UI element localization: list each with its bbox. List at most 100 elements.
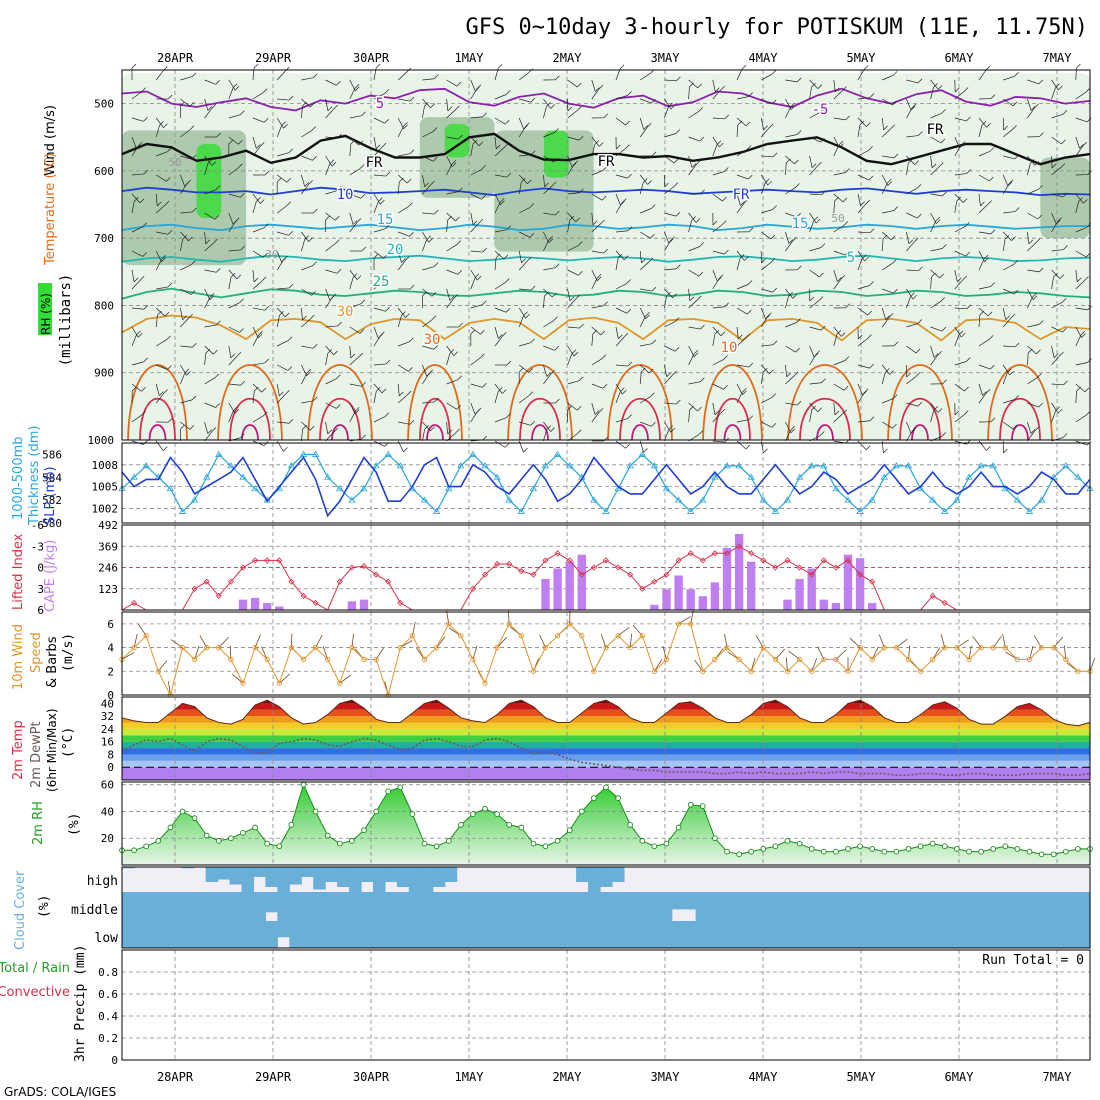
wind-barb (373, 136, 377, 149)
wind-barb-flag (381, 142, 387, 148)
wind-barb-flag (990, 94, 996, 99)
wind-barb (446, 244, 457, 252)
thickness-point (880, 473, 889, 480)
wind-barb-flag (673, 158, 679, 164)
wind-barb (543, 421, 551, 432)
wind-barb (978, 150, 991, 157)
li-point (373, 571, 380, 578)
wind-barb-flag (957, 277, 962, 282)
li-point (687, 550, 694, 557)
temperature-tick-label: 16 (101, 736, 114, 749)
wind-barb (1051, 136, 1062, 145)
wind-barb (833, 326, 842, 337)
wind-barb (470, 383, 483, 388)
wind-barb (1075, 362, 1088, 366)
wind-barb-flag (844, 356, 850, 361)
wind-barb (857, 174, 870, 181)
cloud-bar (133, 921, 147, 948)
cape-bar (783, 599, 792, 610)
cloud-bar (253, 867, 267, 877)
wind-barb-flag (403, 124, 408, 129)
cape-bar (855, 558, 865, 610)
wind-barb-flag (457, 270, 463, 275)
wind-barb (785, 375, 795, 385)
wind-barb (785, 79, 798, 83)
date-tick-label: 29APR (255, 51, 292, 65)
wind-barb-flag (191, 72, 197, 77)
li-point (288, 578, 295, 585)
wind-barb (978, 307, 989, 317)
wind-barb-flag (691, 163, 697, 168)
wind-barb (882, 98, 893, 106)
wind-barb-flag (554, 346, 559, 351)
wind-barb (228, 345, 232, 358)
wind-barb (591, 358, 603, 366)
li-point (264, 557, 271, 564)
wind-barb-flag (409, 337, 414, 342)
cloud-bar (922, 921, 936, 948)
rh-contour-label: 50 (168, 156, 181, 169)
wind-barb (857, 150, 869, 157)
wind-barb (325, 402, 337, 409)
pressure-axis-label: (millibars) (58, 274, 74, 367)
wind-barb-flag (544, 182, 549, 188)
wind-barb (833, 172, 846, 176)
wind-barb-flag (552, 292, 557, 298)
wind-barb (664, 133, 676, 138)
wind-barb-flag (771, 393, 777, 398)
wind-barb (712, 224, 723, 233)
wind-barb (397, 383, 400, 396)
wind-barb (1027, 402, 1039, 408)
wind-barb-flag (384, 412, 390, 417)
wind-barb-flag (738, 334, 743, 340)
wind-barb-flag (937, 408, 943, 413)
wind-barb (954, 326, 962, 338)
wind-barb (494, 383, 503, 394)
wind-barb-flag (430, 180, 435, 186)
wind-barb (809, 165, 818, 176)
wind-barb-flag (966, 116, 971, 122)
wind-barb (204, 189, 216, 195)
date-tick-label: 29APR (255, 1070, 292, 1084)
wind-barb (131, 201, 135, 214)
wind-barb (252, 227, 265, 233)
wind-speed-point (312, 644, 319, 651)
rh-contour-label: 50 (831, 212, 844, 225)
wind-barb (156, 286, 169, 290)
wind-barb (882, 398, 894, 404)
wind-barb-flag (842, 197, 848, 203)
wind-barb-flag (714, 410, 720, 416)
wind-barb (373, 228, 386, 233)
wind-barb-flag (744, 256, 749, 261)
wind-tick-label: 6 (107, 618, 114, 631)
wind-barb (155, 193, 158, 206)
wind-barb (301, 373, 308, 385)
thickness-point (928, 496, 937, 503)
wind-barb-flag (385, 171, 391, 177)
panel-frame (121, 69, 1091, 441)
wind-barb-flag (354, 409, 360, 415)
wind-barb (736, 392, 743, 404)
cloud-bar (910, 921, 924, 948)
wind-barb-flag (205, 348, 211, 354)
wind-barb (422, 401, 435, 404)
wind-barb (1003, 288, 1015, 295)
wind-barb (833, 117, 846, 121)
thickness-point (348, 496, 356, 503)
wind-barb (228, 383, 241, 386)
wind-barb-flag (748, 92, 753, 97)
thickness-point (626, 462, 634, 469)
wind-barb-flag (306, 369, 312, 374)
temperature-label: 2m Temp (11, 720, 26, 780)
wind-barb-flag (141, 87, 146, 93)
wind-barb-flag (352, 220, 358, 225)
thickness-point (323, 473, 332, 480)
rh-point (155, 838, 162, 844)
cape-bar (698, 596, 707, 610)
wind-barb-flag (740, 201, 745, 206)
isotherm-35-loop (519, 398, 561, 441)
wind-barb (761, 98, 773, 105)
cloud-bar (169, 892, 183, 921)
wind-barb-flag (458, 187, 463, 192)
cloud-bar (229, 867, 243, 885)
